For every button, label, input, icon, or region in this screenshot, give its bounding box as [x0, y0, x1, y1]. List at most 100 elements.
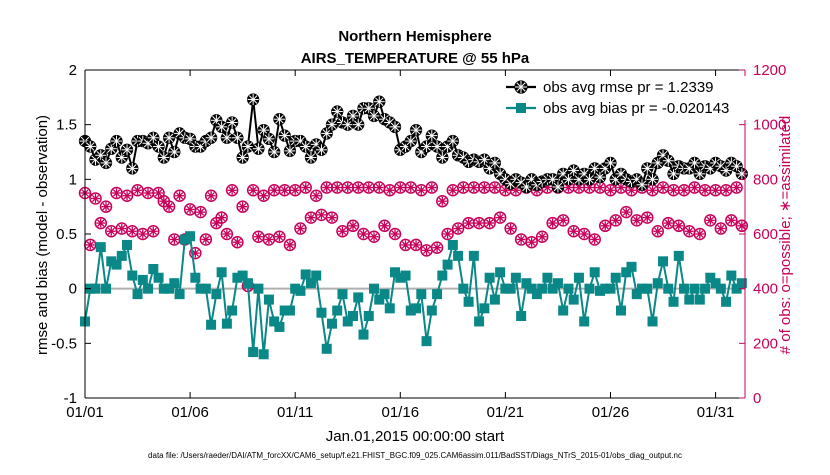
bias-point: [610, 272, 621, 283]
bias-point: [101, 283, 112, 294]
bias-point: [316, 307, 327, 318]
obs-assimilated-point: [422, 245, 432, 255]
obs-assimilated-spoke: [701, 186, 709, 194]
obs-possible-circle: [378, 219, 391, 233]
rmse-point-spoke: [390, 122, 400, 132]
obs-assimilated-spoke: [333, 183, 341, 192]
bias-point: [621, 267, 632, 278]
x-tick-label: 01/01: [66, 404, 104, 421]
obs-assimilated-point: [295, 224, 305, 234]
rmse-point-spoke: [217, 122, 226, 132]
rmse-point-spoke: [490, 158, 500, 168]
rmse-point: [588, 162, 601, 175]
chart-subtitle: AIRS_TEMPERATURE @ 55 hPa: [301, 50, 530, 67]
rmse-point-spoke: [112, 136, 121, 146]
bias-point: [537, 283, 548, 294]
bias-point: [137, 274, 148, 285]
bias-point: [679, 283, 690, 294]
obs-assimilated-point: [716, 224, 726, 234]
rmse-point: [346, 109, 360, 123]
obs-assimilated-point: [306, 213, 316, 223]
y-tick-label: 0.5: [56, 226, 77, 243]
obs-assimilated-spoke: [354, 183, 362, 192]
obs-assimilated-spoke: [265, 235, 273, 244]
obs-assimilated-point: [479, 183, 489, 193]
obs-assimilated-spoke: [139, 230, 147, 238]
bias-point: [200, 283, 211, 294]
rmse-point: [688, 156, 701, 170]
obs-possible-circle: [577, 227, 591, 241]
obs-assimilated-spoke: [496, 213, 504, 222]
obs-possible-circle: [199, 233, 213, 246]
obs-assimilated-point: [711, 185, 721, 195]
bias-point: [615, 305, 626, 316]
rmse-point: [583, 173, 596, 186]
y-tick-label: 2: [69, 62, 77, 79]
y-tick-label: 0: [69, 281, 77, 298]
obs-assimilated-spoke: [422, 246, 431, 255]
obs-possible-circle: [204, 189, 218, 202]
obs-possible-point: [283, 238, 297, 252]
bias-point: [290, 283, 301, 294]
obs-assimilated-spoke: [722, 186, 730, 194]
obs-assimilated-spoke: [485, 219, 494, 227]
rmse-point-spoke: [427, 131, 437, 140]
rmse-point-spoke: [658, 151, 668, 160]
obs-possible-point: [651, 225, 665, 238]
obs-assimilated-point: [106, 226, 116, 236]
obs-assimilated-spoke: [317, 211, 326, 219]
obs-assimilated-spoke: [417, 186, 425, 194]
obs-assimilated-point: [490, 183, 500, 193]
obs-assimilated-spoke: [633, 216, 641, 224]
bias-point: [363, 311, 374, 321]
obs-assimilated-point: [700, 185, 710, 195]
y2-tick-label: 1200: [753, 62, 786, 79]
rmse-point-spoke: [296, 136, 305, 146]
x-tick-label: 01/31: [697, 404, 735, 421]
obs-assimilated-point: [311, 191, 321, 201]
obs-assimilated-spoke: [585, 183, 594, 192]
bias-point: [305, 278, 316, 289]
obs-possible-circle: [162, 200, 176, 213]
obs-assimilated-point: [506, 224, 516, 234]
obs-possible-circle: [704, 214, 717, 227]
obs-assimilated-spoke: [338, 227, 347, 235]
obs-assimilated-spoke: [512, 186, 520, 194]
obs-assimilated-point: [343, 183, 353, 193]
obs-possible-circle: [246, 184, 260, 197]
bias-point: [169, 278, 180, 289]
rmse-point: [84, 140, 97, 153]
obs-assimilated-point: [290, 185, 300, 195]
bias-point: [442, 259, 453, 270]
rmse-point: [446, 134, 459, 148]
obs-assimilated-point: [332, 183, 342, 193]
obs-assimilated-point: [548, 218, 558, 228]
rmse-point-spoke: [727, 158, 736, 168]
obs-assimilated-spoke: [133, 186, 142, 194]
bias-point: [715, 283, 726, 294]
obs-possible-circle: [451, 222, 465, 235]
rmse-point: [735, 167, 748, 181]
rmse-point: [304, 151, 318, 164]
obs-assimilated-point: [217, 213, 227, 223]
bias-point: [605, 283, 616, 294]
obs-possible-circle: [336, 225, 349, 238]
obs-assimilated-point: [374, 183, 384, 193]
bias-point: [337, 289, 348, 300]
bias-point: [216, 267, 227, 278]
rmse-point: [120, 143, 134, 156]
rmse-point-spoke: [212, 116, 221, 125]
obs-assimilated-spoke: [506, 224, 515, 233]
bias-point: [379, 289, 390, 300]
obs-assimilated-point: [695, 229, 705, 239]
bias-point: [158, 283, 169, 294]
rmse-point-spoke: [122, 145, 132, 155]
obs-assimilated-point: [395, 183, 405, 193]
obs-assimilated-spoke: [643, 213, 651, 222]
obs-assimilated-point: [159, 196, 169, 206]
rmse-point-spoke: [86, 142, 95, 151]
data-file-footnote: data file: /Users/raeder/DAI/ATM_forcXX/…: [148, 451, 682, 460]
obs-assimilated-point: [127, 226, 137, 236]
obs-assimilated-spoke: [223, 230, 231, 238]
